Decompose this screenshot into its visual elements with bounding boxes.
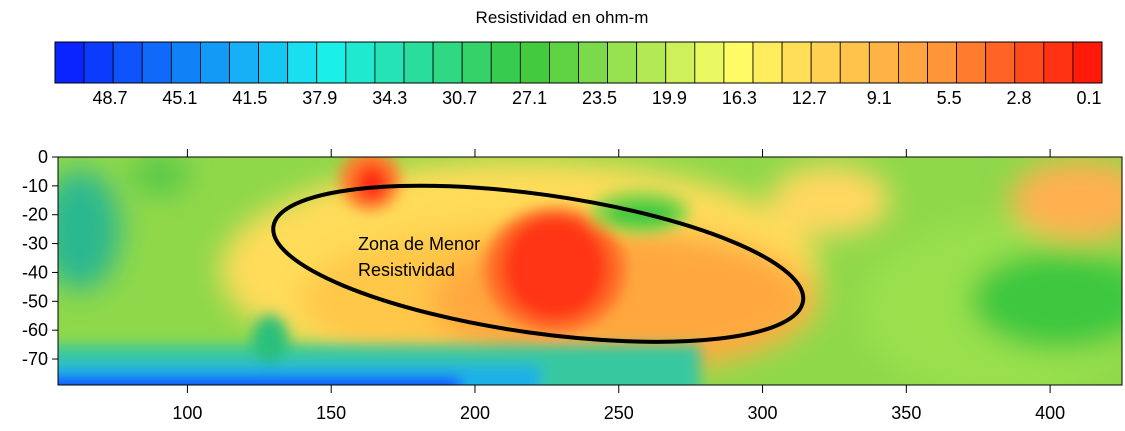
colorbar-swatch — [112, 41, 143, 84]
y-tick-label: -40 — [22, 262, 48, 282]
x-tick-label: 250 — [604, 403, 634, 423]
colorbar-swatch — [927, 41, 957, 84]
colorbar-swatch — [839, 41, 870, 84]
colorbar-label: 16.3 — [722, 88, 757, 108]
colorbar-swatch — [170, 41, 201, 84]
colorbar-labels: 48.7 45.1 41.5 37.9 34.3 30.7 27.1 23.5 19.9 16.3… — [92, 88, 1101, 108]
colorbar-label: 9.1 — [867, 88, 892, 108]
colorbar-label: 34.3 — [372, 88, 407, 108]
colorbar-swatch — [83, 41, 114, 84]
x-tick-label: 400 — [1035, 403, 1065, 423]
colorbar-swatch — [1014, 41, 1045, 84]
colorbar-label: 5.5 — [937, 88, 962, 108]
x-tick-label: 150 — [316, 403, 346, 423]
colorbar-swatch — [287, 41, 318, 84]
colorbar-swatch — [519, 41, 550, 84]
colorbar-swatch — [200, 41, 230, 84]
colorbar-swatches — [54, 41, 1103, 84]
colorbar-swatch — [810, 41, 841, 84]
colorbar-swatch — [374, 41, 405, 84]
colorbar-label: 41.5 — [232, 88, 267, 108]
colorbar-swatch — [898, 41, 928, 84]
colorbar-label: 2.8 — [1007, 88, 1032, 108]
y-tick-label: 0 — [38, 147, 48, 167]
colorbar-label: 37.9 — [302, 88, 337, 108]
plot-frame — [57, 156, 1123, 386]
colorbar-swatch — [490, 41, 521, 84]
colorbar-swatch — [345, 41, 376, 84]
colorbar-swatch — [258, 41, 289, 84]
colorbar-swatch — [665, 41, 696, 84]
y-tick-label: -30 — [22, 234, 48, 254]
colorbar-label: 45.1 — [162, 88, 197, 108]
colorbar-swatch — [316, 41, 347, 84]
y-tick-label: -60 — [22, 320, 48, 340]
colorbar-swatch — [752, 41, 783, 84]
x-tick-label: 200 — [460, 403, 490, 423]
colorbar-swatch — [1072, 41, 1103, 84]
y-tick-label: -50 — [22, 291, 48, 311]
colorbar-swatch — [578, 41, 608, 84]
colorbar-swatch — [956, 41, 987, 84]
colorbar-label: 19.9 — [652, 88, 687, 108]
colorbar-label: 30.7 — [442, 88, 477, 108]
colorbar-swatch — [432, 41, 463, 84]
colorbar-label: 48.7 — [92, 88, 127, 108]
y-tick-label: -20 — [22, 205, 48, 225]
y-axis: 0 -10 -20 -30 -40 -50 -60 -70 — [22, 147, 58, 369]
colorbar-swatch — [54, 41, 85, 84]
colorbar-swatch — [781, 41, 812, 84]
colorbar-swatch — [694, 41, 725, 84]
colorbar-swatch — [1043, 41, 1074, 84]
colorbar-swatch — [985, 41, 1016, 84]
annotation-line-2: Resistividad — [358, 260, 455, 280]
y-tick-label: -10 — [22, 176, 48, 196]
colorbar-title: Resistividad en ohm-m — [476, 8, 649, 27]
colorbar-swatch — [607, 41, 638, 84]
colorbar-label: 0.1 — [1076, 88, 1101, 108]
colorbar-swatch — [549, 41, 579, 84]
x-tick-label: 350 — [891, 403, 921, 423]
colorbar-swatch — [868, 41, 899, 84]
colorbar-label: 27.1 — [512, 88, 547, 108]
colorbar-swatch — [229, 41, 259, 84]
colorbar-swatch — [141, 41, 172, 84]
y-tick-label: -70 — [22, 349, 48, 369]
colorbar-swatch — [723, 41, 754, 84]
x-axis: 100 150 200 250 300 350 400 — [172, 149, 1065, 423]
x-tick-label: 100 — [172, 403, 202, 423]
colorbar-frame — [54, 41, 1103, 84]
colorbar-label: 23.5 — [582, 88, 617, 108]
colorbar-swatch — [636, 41, 667, 84]
contour-plot-area — [58, 157, 1122, 385]
colorbar-swatch — [403, 41, 434, 84]
colorbar-label: 12.7 — [792, 88, 827, 108]
annotation-line-1: Zona de Menor — [358, 234, 480, 254]
colorbar-swatch — [461, 41, 492, 84]
x-tick-label: 300 — [748, 403, 778, 423]
low-resistivity-ellipse — [271, 183, 806, 344]
